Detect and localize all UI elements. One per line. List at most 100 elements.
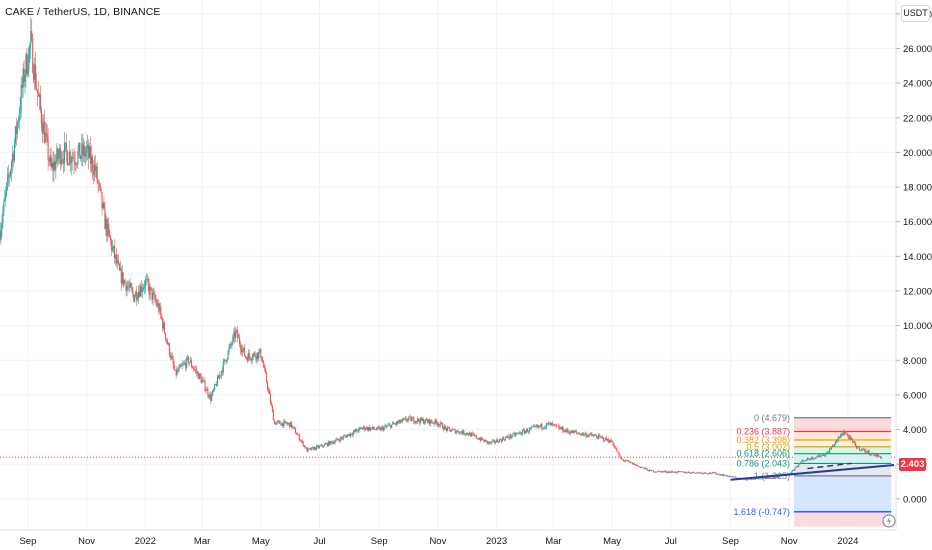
candle-body xyxy=(2,212,4,223)
candle-body xyxy=(424,419,426,423)
candle-body xyxy=(777,476,779,478)
candle-body xyxy=(556,425,558,427)
candle-body xyxy=(176,370,178,375)
replay-icon[interactable] xyxy=(882,514,896,528)
candle-body xyxy=(204,381,206,391)
candle-body xyxy=(75,164,77,165)
candle-body xyxy=(669,471,671,473)
symbol-title[interactable]: CAKE / TetherUS, 1D, BINANCE xyxy=(5,6,161,18)
candle-body xyxy=(358,427,360,432)
candle-body xyxy=(86,148,88,153)
chart-grid xyxy=(0,0,896,530)
candle-body xyxy=(219,375,221,376)
candle-body xyxy=(762,477,764,479)
candle-body xyxy=(366,427,368,430)
candle-body xyxy=(808,459,810,460)
candle-body xyxy=(649,469,651,472)
y-axis[interactable]: 0.0002.0004.0006.0008.00010.00012.00014.… xyxy=(896,9,932,505)
candle-body xyxy=(484,439,486,442)
candle-body xyxy=(157,303,159,307)
candle-body xyxy=(650,469,652,471)
fib-zone xyxy=(793,417,892,432)
candle-body xyxy=(57,148,59,159)
candle-body xyxy=(218,375,220,379)
candle-body xyxy=(170,356,172,358)
candle-body xyxy=(128,287,130,288)
candle-body xyxy=(131,287,133,290)
candle-body xyxy=(760,478,762,480)
candle-body xyxy=(814,457,816,459)
candle-body xyxy=(826,452,828,454)
candle-body xyxy=(573,430,575,434)
candle-body xyxy=(725,474,727,476)
candle-body xyxy=(361,427,363,430)
candle-body xyxy=(314,447,316,450)
candle-body xyxy=(564,429,566,432)
candle-body xyxy=(639,466,641,468)
candle-body xyxy=(668,471,670,473)
candle-body xyxy=(333,442,335,444)
candle-body xyxy=(811,457,813,460)
candle-body xyxy=(425,419,427,421)
candle-body xyxy=(290,421,292,427)
candle-body xyxy=(487,441,489,443)
drawings[interactable] xyxy=(730,462,895,481)
candle-body xyxy=(348,434,350,437)
candle-body xyxy=(52,162,54,171)
candle-body xyxy=(805,460,808,461)
candle-body xyxy=(65,142,67,152)
candle-body xyxy=(880,456,882,459)
candle-body xyxy=(442,423,444,429)
candle-body xyxy=(489,442,491,444)
candle-body xyxy=(482,439,484,441)
candle-body xyxy=(58,155,60,159)
candle-body xyxy=(228,347,230,352)
candle-body xyxy=(420,417,422,423)
candle-body xyxy=(387,425,389,427)
candle-body xyxy=(67,163,69,166)
x-axis[interactable]: Sep Nov 2022 Mar May Jul Sep Nov 2023 Mar May Jul Se… xyxy=(19,536,858,547)
candle-body xyxy=(485,439,487,441)
candle-body xyxy=(701,472,703,474)
candle-body xyxy=(90,156,92,164)
candle-body xyxy=(696,472,698,474)
candle-body xyxy=(441,422,443,424)
candle-body xyxy=(284,421,286,422)
candle-body xyxy=(651,470,654,472)
candle-body xyxy=(213,389,215,391)
candle-body xyxy=(501,437,503,442)
candle-body xyxy=(382,427,384,431)
candle-body xyxy=(93,164,95,176)
candle-body xyxy=(596,435,598,438)
candle-body xyxy=(758,478,760,480)
candle-body xyxy=(598,435,600,439)
currency-button[interactable]: USDT xyxy=(901,5,930,22)
candle-body xyxy=(676,471,679,473)
candle-body xyxy=(773,477,775,478)
candle-body xyxy=(0,230,2,240)
candle-body xyxy=(852,439,854,443)
candle-body xyxy=(294,428,297,434)
candle-body xyxy=(548,422,551,424)
candle-body xyxy=(710,473,712,474)
candle-body xyxy=(183,363,185,365)
candle-body xyxy=(324,444,326,445)
candle-body xyxy=(397,421,399,424)
candle-body xyxy=(712,472,714,473)
candle-body xyxy=(127,286,129,288)
candle-body xyxy=(727,475,729,477)
candle-body xyxy=(246,357,248,362)
candle-body xyxy=(555,424,557,426)
fib-retracement[interactable]: 0 (4.679) 0.236 (3.887)0.382 (3.398)0.5 (… xyxy=(733,413,892,527)
candle-body xyxy=(237,330,239,339)
candle-body xyxy=(702,472,704,474)
last-price-tag: 2.403 xyxy=(899,458,926,471)
candle-body xyxy=(514,433,516,436)
candle-body xyxy=(844,430,846,434)
candle-body xyxy=(273,420,275,423)
candle-body xyxy=(682,471,684,473)
candle-body xyxy=(160,306,162,315)
candle-body xyxy=(318,446,321,448)
x-tick-label: May xyxy=(603,536,621,547)
